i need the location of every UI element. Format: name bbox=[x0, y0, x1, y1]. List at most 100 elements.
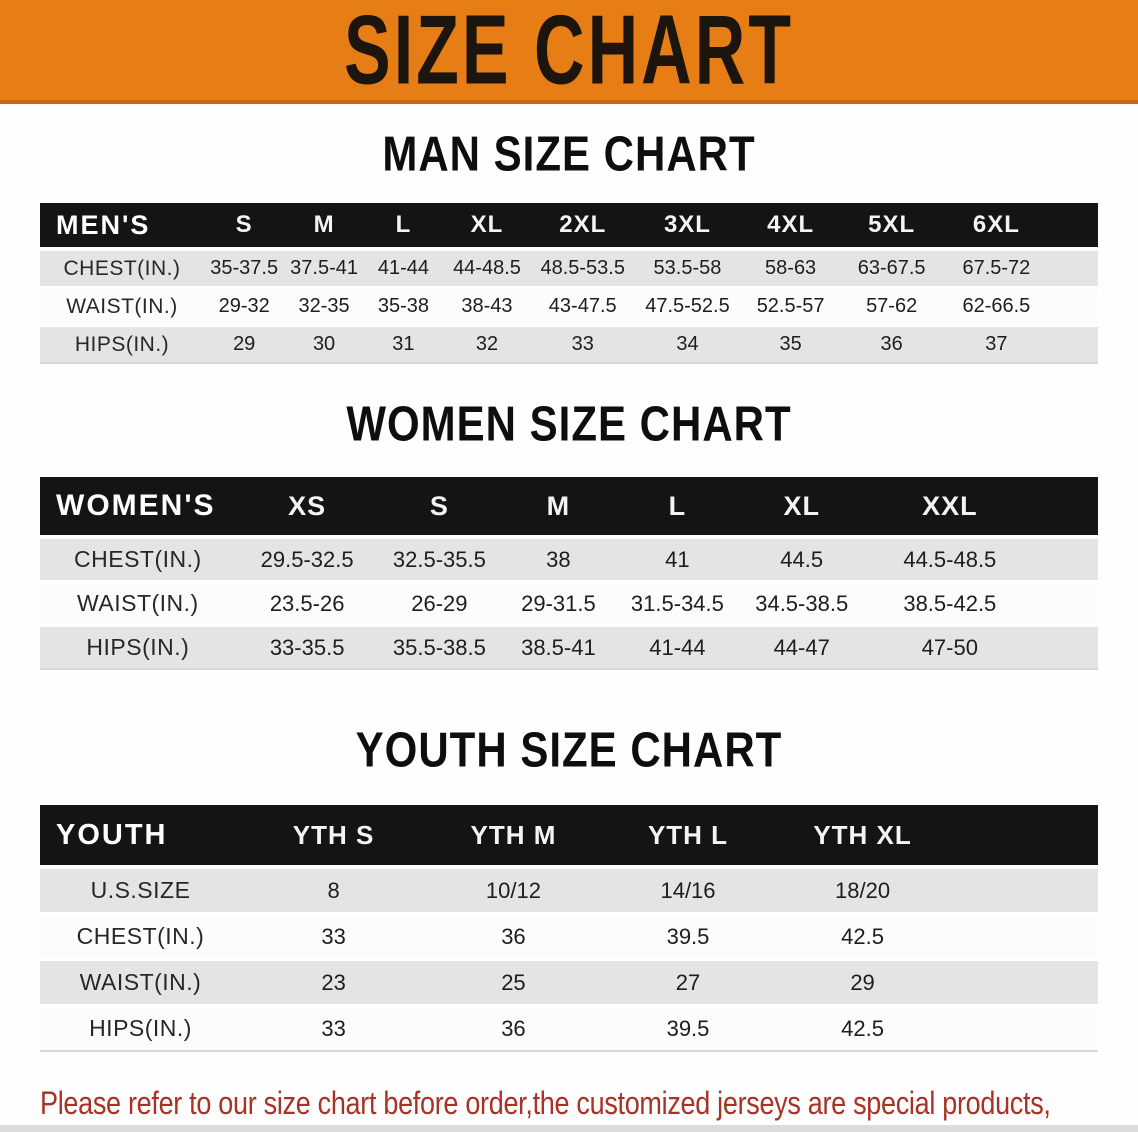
size-column-header: YTH XL bbox=[775, 805, 950, 869]
size-value-cell: 38-43 bbox=[443, 289, 531, 327]
notice-line-1: Please refer to our size chart before or… bbox=[40, 1085, 1051, 1121]
size-value-cell: 43-47.5 bbox=[530, 289, 635, 327]
measurement-label: WAIST(IN.) bbox=[40, 961, 242, 1007]
size-value-cell: 67.5-72 bbox=[942, 251, 1051, 289]
size-column-header: YTH M bbox=[426, 805, 601, 869]
size-value-cell: 37.5-41 bbox=[284, 251, 364, 289]
size-column-header: 4XL bbox=[740, 203, 841, 251]
section-heading-text: WOMEN SIZE CHART bbox=[346, 395, 792, 452]
size-value-cell: 48.5-53.5 bbox=[530, 251, 635, 289]
banner: SIZE CHART bbox=[0, 0, 1138, 105]
measurement-row: HIPS(IN.) 33 36 39.5 42.5 bbox=[40, 1007, 1098, 1052]
size-header-row: YOUTH YTH S YTH M YTH L YTH XL bbox=[40, 805, 1098, 869]
size-value-cell: 36 bbox=[426, 915, 601, 961]
size-value-cell: 37 bbox=[942, 327, 1051, 364]
size-value-cell: 29-32 bbox=[203, 289, 285, 327]
size-chart-section: WOMEN SIZE CHART WOMEN'S XS S M L XL XXL CHEST… bbox=[0, 364, 1138, 670]
size-header-row: MEN'S S M L XL 2XL 3XL 4XL 5XL 6XL bbox=[40, 203, 1098, 251]
spacer-cell bbox=[1050, 251, 1098, 289]
size-value-cell: 57-62 bbox=[840, 289, 943, 327]
size-value-cell: 33 bbox=[530, 327, 635, 364]
measurement-label: CHEST(IN.) bbox=[40, 539, 236, 583]
size-column-header: XL bbox=[443, 203, 531, 251]
size-column-header: M bbox=[500, 477, 617, 539]
measurement-row: WAIST(IN.) 23.5-26 26-29 29-31.5 31.5-34.5 34… bbox=[40, 583, 1098, 627]
size-value-cell: 10/12 bbox=[426, 869, 601, 915]
spacer-cell bbox=[1034, 539, 1098, 583]
size-value-cell: 34 bbox=[634, 327, 741, 364]
size-column-header: XL bbox=[738, 477, 866, 539]
measurement-row: WAIST(IN.) 23 25 27 29 bbox=[40, 961, 1098, 1007]
size-value-cell: 27 bbox=[600, 961, 776, 1007]
size-value-cell: 26-29 bbox=[378, 583, 501, 627]
size-value-cell: 44.5-48.5 bbox=[865, 539, 1035, 583]
measurement-label: CHEST(IN.) bbox=[40, 915, 242, 961]
measurement-row: CHEST(IN.) 33 36 39.5 42.5 bbox=[40, 915, 1098, 961]
size-value-cell: 30 bbox=[284, 327, 364, 364]
size-value-cell: 36 bbox=[426, 1007, 601, 1052]
size-value-cell: 34.5-38.5 bbox=[738, 583, 866, 627]
size-value-cell: 32 bbox=[443, 327, 531, 364]
size-value-cell: 41-44 bbox=[363, 251, 444, 289]
measurement-row: CHEST(IN.) 29.5-32.5 32.5-35.5 38 41 44.5 44.5… bbox=[40, 539, 1098, 583]
size-column-header: S bbox=[203, 203, 285, 251]
size-value-cell: 35-38 bbox=[363, 289, 444, 327]
size-column-header: YTH S bbox=[241, 805, 427, 869]
size-value-cell: 35 bbox=[740, 327, 841, 364]
size-value-cell: 38.5-42.5 bbox=[865, 583, 1035, 627]
size-column-header: XS bbox=[235, 477, 379, 539]
size-value-cell: 35-37.5 bbox=[203, 251, 285, 289]
size-value-cell: 52.5-57 bbox=[740, 289, 841, 327]
spacer-cell bbox=[1050, 289, 1098, 327]
spacer-cell bbox=[1034, 583, 1098, 627]
size-value-cell: 53.5-58 bbox=[634, 251, 741, 289]
section-heading-text: MAN SIZE CHART bbox=[382, 125, 756, 182]
section-heading-text: YOUTH SIZE CHART bbox=[355, 721, 783, 778]
size-value-cell: 42.5 bbox=[775, 1007, 950, 1052]
size-column-header: XXL bbox=[865, 477, 1035, 539]
section-heading: MAN SIZE CHART bbox=[0, 104, 1138, 203]
spacer-cell bbox=[949, 915, 1098, 961]
spacer-cell bbox=[1034, 477, 1098, 539]
size-table: WOMEN'S XS S M L XL XXL CHEST(IN.) 29.5-32.5 32.… bbox=[40, 477, 1098, 670]
size-value-cell: 29-31.5 bbox=[500, 583, 617, 627]
bottom-strip bbox=[0, 1125, 1138, 1132]
size-value-cell: 36 bbox=[840, 327, 943, 364]
size-value-cell: 44-47 bbox=[738, 627, 866, 670]
size-value-cell: 8 bbox=[241, 869, 427, 915]
size-column-header: 5XL bbox=[840, 203, 943, 251]
size-value-cell: 47.5-52.5 bbox=[634, 289, 741, 327]
size-value-cell: 31 bbox=[363, 327, 444, 364]
size-value-cell: 29 bbox=[775, 961, 950, 1007]
spacer-cell bbox=[1050, 203, 1098, 251]
size-value-cell: 14/16 bbox=[600, 869, 776, 915]
size-value-cell: 23 bbox=[241, 961, 427, 1007]
size-column-header: S bbox=[378, 477, 501, 539]
size-value-cell: 33 bbox=[241, 1007, 427, 1052]
table-group-label: MEN'S bbox=[40, 203, 204, 251]
measurement-row: CHEST(IN.) 35-37.5 37.5-41 41-44 44-48.5 48.5… bbox=[40, 251, 1098, 289]
size-column-header: L bbox=[363, 203, 444, 251]
size-table: YOUTH YTH S YTH M YTH L YTH XL U.S.SIZE 8 10/1… bbox=[40, 805, 1098, 1052]
size-value-cell: 44-48.5 bbox=[443, 251, 531, 289]
measurement-label: HIPS(IN.) bbox=[40, 327, 204, 364]
size-value-cell: 47-50 bbox=[865, 627, 1035, 670]
table-group-label: WOMEN'S bbox=[40, 477, 236, 539]
spacer-cell bbox=[1050, 327, 1098, 364]
size-chart-section: MAN SIZE CHART MEN'S S M L XL 2XL 3XL 4XL 5XL 6XL… bbox=[0, 104, 1138, 364]
size-value-cell: 41-44 bbox=[616, 627, 739, 670]
section-heading: YOUTH SIZE CHART bbox=[0, 670, 1138, 805]
measurement-label: U.S.SIZE bbox=[40, 869, 242, 915]
size-value-cell: 62-66.5 bbox=[942, 289, 1051, 327]
spacer-cell bbox=[949, 869, 1098, 915]
size-column-header: 3XL bbox=[634, 203, 741, 251]
size-chart-sections: MAN SIZE CHART MEN'S S M L XL 2XL 3XL 4XL 5XL 6XL… bbox=[0, 104, 1138, 1052]
size-value-cell: 38 bbox=[500, 539, 617, 583]
size-column-header: M bbox=[284, 203, 364, 251]
spacer-cell bbox=[1034, 627, 1098, 670]
measurement-label: WAIST(IN.) bbox=[40, 583, 236, 627]
size-value-cell: 63-67.5 bbox=[840, 251, 943, 289]
size-value-cell: 38.5-41 bbox=[500, 627, 617, 670]
measurement-row: HIPS(IN.) 29 30 31 32 33 34 35 36 37 bbox=[40, 327, 1098, 364]
